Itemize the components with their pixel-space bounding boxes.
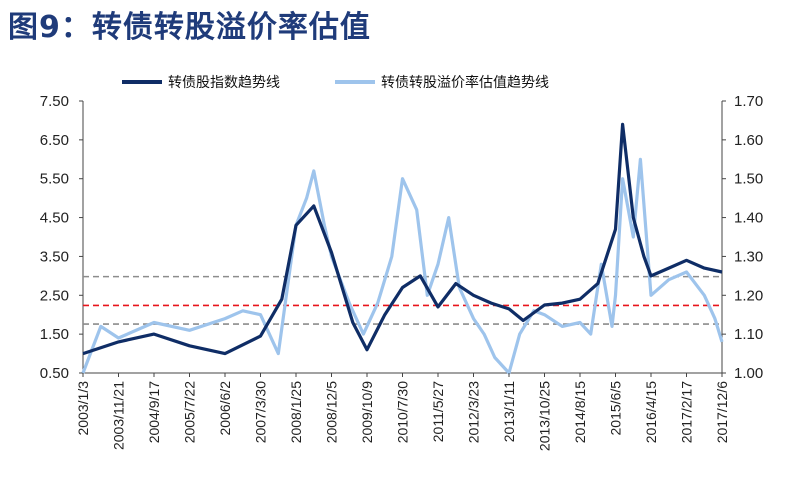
- y-left-tick-label: 7.50: [40, 93, 69, 110]
- x-tick-label: 2014/8/15: [572, 381, 588, 443]
- y-left-tick-label: 5.50: [40, 171, 69, 188]
- x-tick-label: 2017/12/6: [714, 381, 730, 443]
- chart-legend: 转债股指数趋势线 转债转股溢价率估值趋势线: [122, 74, 549, 91]
- x-tick-label: 2003/11/21: [111, 381, 127, 450]
- x-tick-label: 2016/4/15: [643, 381, 659, 443]
- x-tick-label: 2008/12/5: [324, 381, 340, 443]
- y-left-tick-label: 0.50: [40, 365, 69, 382]
- x-tick-label: 2005/7/22: [182, 381, 198, 443]
- x-tick-label: 2009/10/9: [359, 381, 375, 443]
- x-tick-label: 2013/10/25: [537, 381, 553, 451]
- y-left-tick-label: 1.50: [40, 326, 69, 343]
- y-left-tick-label: 2.50: [40, 287, 69, 304]
- y-right-tick-label: 1.40: [734, 210, 763, 227]
- reference-lines: [83, 275, 722, 325]
- legend-label-bond-index: 转债股指数趋势线: [168, 75, 280, 91]
- y-left-tick-label: 3.50: [40, 248, 69, 265]
- x-tick-label: 2006/6/2: [217, 381, 233, 436]
- series-lines: [81, 122, 724, 375]
- series-line-premium-valuation: [81, 157, 724, 375]
- x-tick-label: 2013/1/11: [501, 381, 517, 442]
- chart-axes: 7.50 6.50 5.50 4.50 3.50 2.50 1.50 0.50 1.70 1.60…: [40, 93, 763, 382]
- x-tick-label: 2017/2/17: [679, 381, 695, 443]
- chart-title: 图9：转债转股溢价率估值: [8, 10, 371, 45]
- y-left-tick-label: 4.50: [40, 210, 69, 227]
- x-axis-labels: 2003/1/3 2003/11/21 2004/9/17 2005/7/22 2006…: [75, 373, 730, 451]
- x-tick-label: 2008/1/25: [288, 381, 304, 443]
- y-right-tick-label: 1.10: [734, 326, 763, 343]
- x-tick-label: 2012/3/23: [466, 381, 482, 443]
- y-left-tick-label: 6.50: [40, 132, 69, 149]
- y-right-tick-label: 1.20: [734, 287, 763, 304]
- x-tick-label: 2011/5/27: [430, 381, 446, 442]
- x-tick-label: 2010/7/30: [395, 381, 411, 443]
- series-line-bond-index: [82, 122, 723, 356]
- y-right-tick-label: 1.30: [734, 248, 763, 265]
- y-right-tick-label: 1.50: [734, 171, 763, 188]
- legend-label-premium-valuation: 转债转股溢价率估值趋势线: [381, 74, 549, 91]
- x-tick-label: 2004/9/17: [146, 381, 162, 443]
- x-tick-label: 2007/3/30: [253, 381, 269, 443]
- x-tick-label: 2003/1/3: [75, 381, 91, 436]
- x-tick-label: 2015/6/5: [608, 381, 624, 436]
- y-right-tick-label: 1.60: [734, 132, 763, 149]
- y-right-tick-label: 1.00: [734, 365, 763, 382]
- y-right-tick-label: 1.70: [734, 93, 763, 110]
